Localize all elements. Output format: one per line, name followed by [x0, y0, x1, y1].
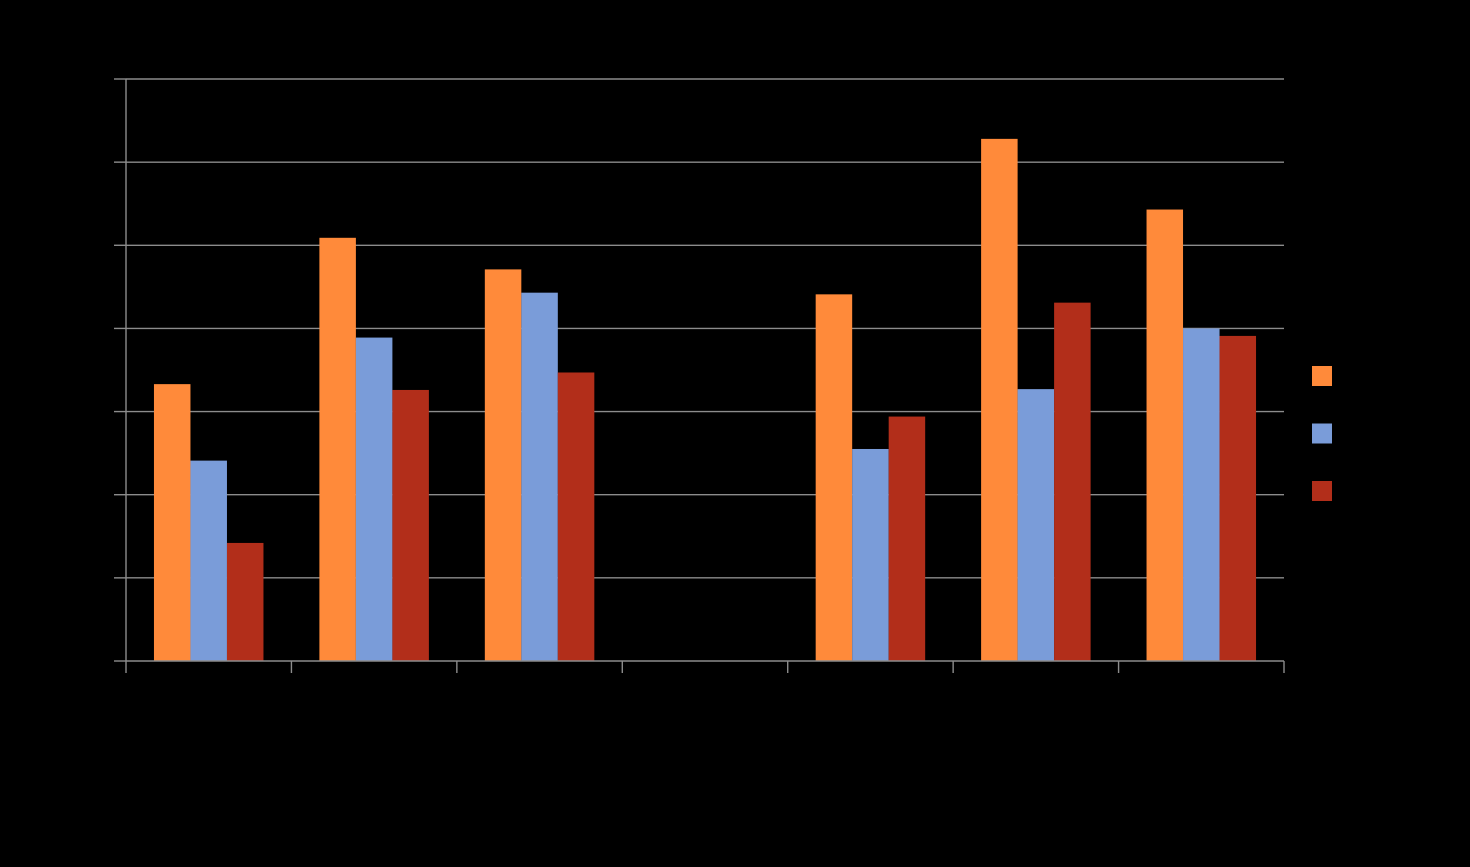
bar-series-1-category-6 — [981, 138, 1018, 661]
bar-series-1-category-7 — [1146, 209, 1184, 661]
legend-swatch-2 — [1312, 423, 1332, 444]
bar-series-1-category-3 — [484, 269, 522, 661]
axis-layer — [114, 78, 1285, 673]
bar-series-2-category-7 — [1183, 328, 1220, 661]
legend-swatch-3 — [1312, 481, 1332, 501]
legend-swatch-1 — [1312, 366, 1332, 386]
bar-series-1-category-5 — [815, 294, 853, 661]
grid-layer — [126, 78, 1284, 579]
bar-series-3-category-1 — [226, 542, 264, 661]
bar-series-2-category-3 — [521, 292, 558, 661]
bar-series-2-category-5 — [852, 448, 889, 661]
bar-series-3-category-2 — [392, 389, 429, 661]
bars-layer — [153, 138, 1257, 661]
bar-series-2-category-2 — [355, 337, 393, 661]
bar-series-2-category-1 — [190, 460, 227, 661]
bar-series-3-category-7 — [1219, 335, 1257, 661]
bar-series-1-category-1 — [153, 384, 191, 661]
bar-series-1-category-2 — [319, 237, 356, 661]
bar-series-3-category-3 — [557, 372, 595, 661]
bar-series-3-category-6 — [1054, 302, 1091, 661]
bar-series-2-category-6 — [1017, 389, 1055, 661]
bar-series-3-category-5 — [888, 416, 926, 661]
legend — [1312, 366, 1332, 501]
